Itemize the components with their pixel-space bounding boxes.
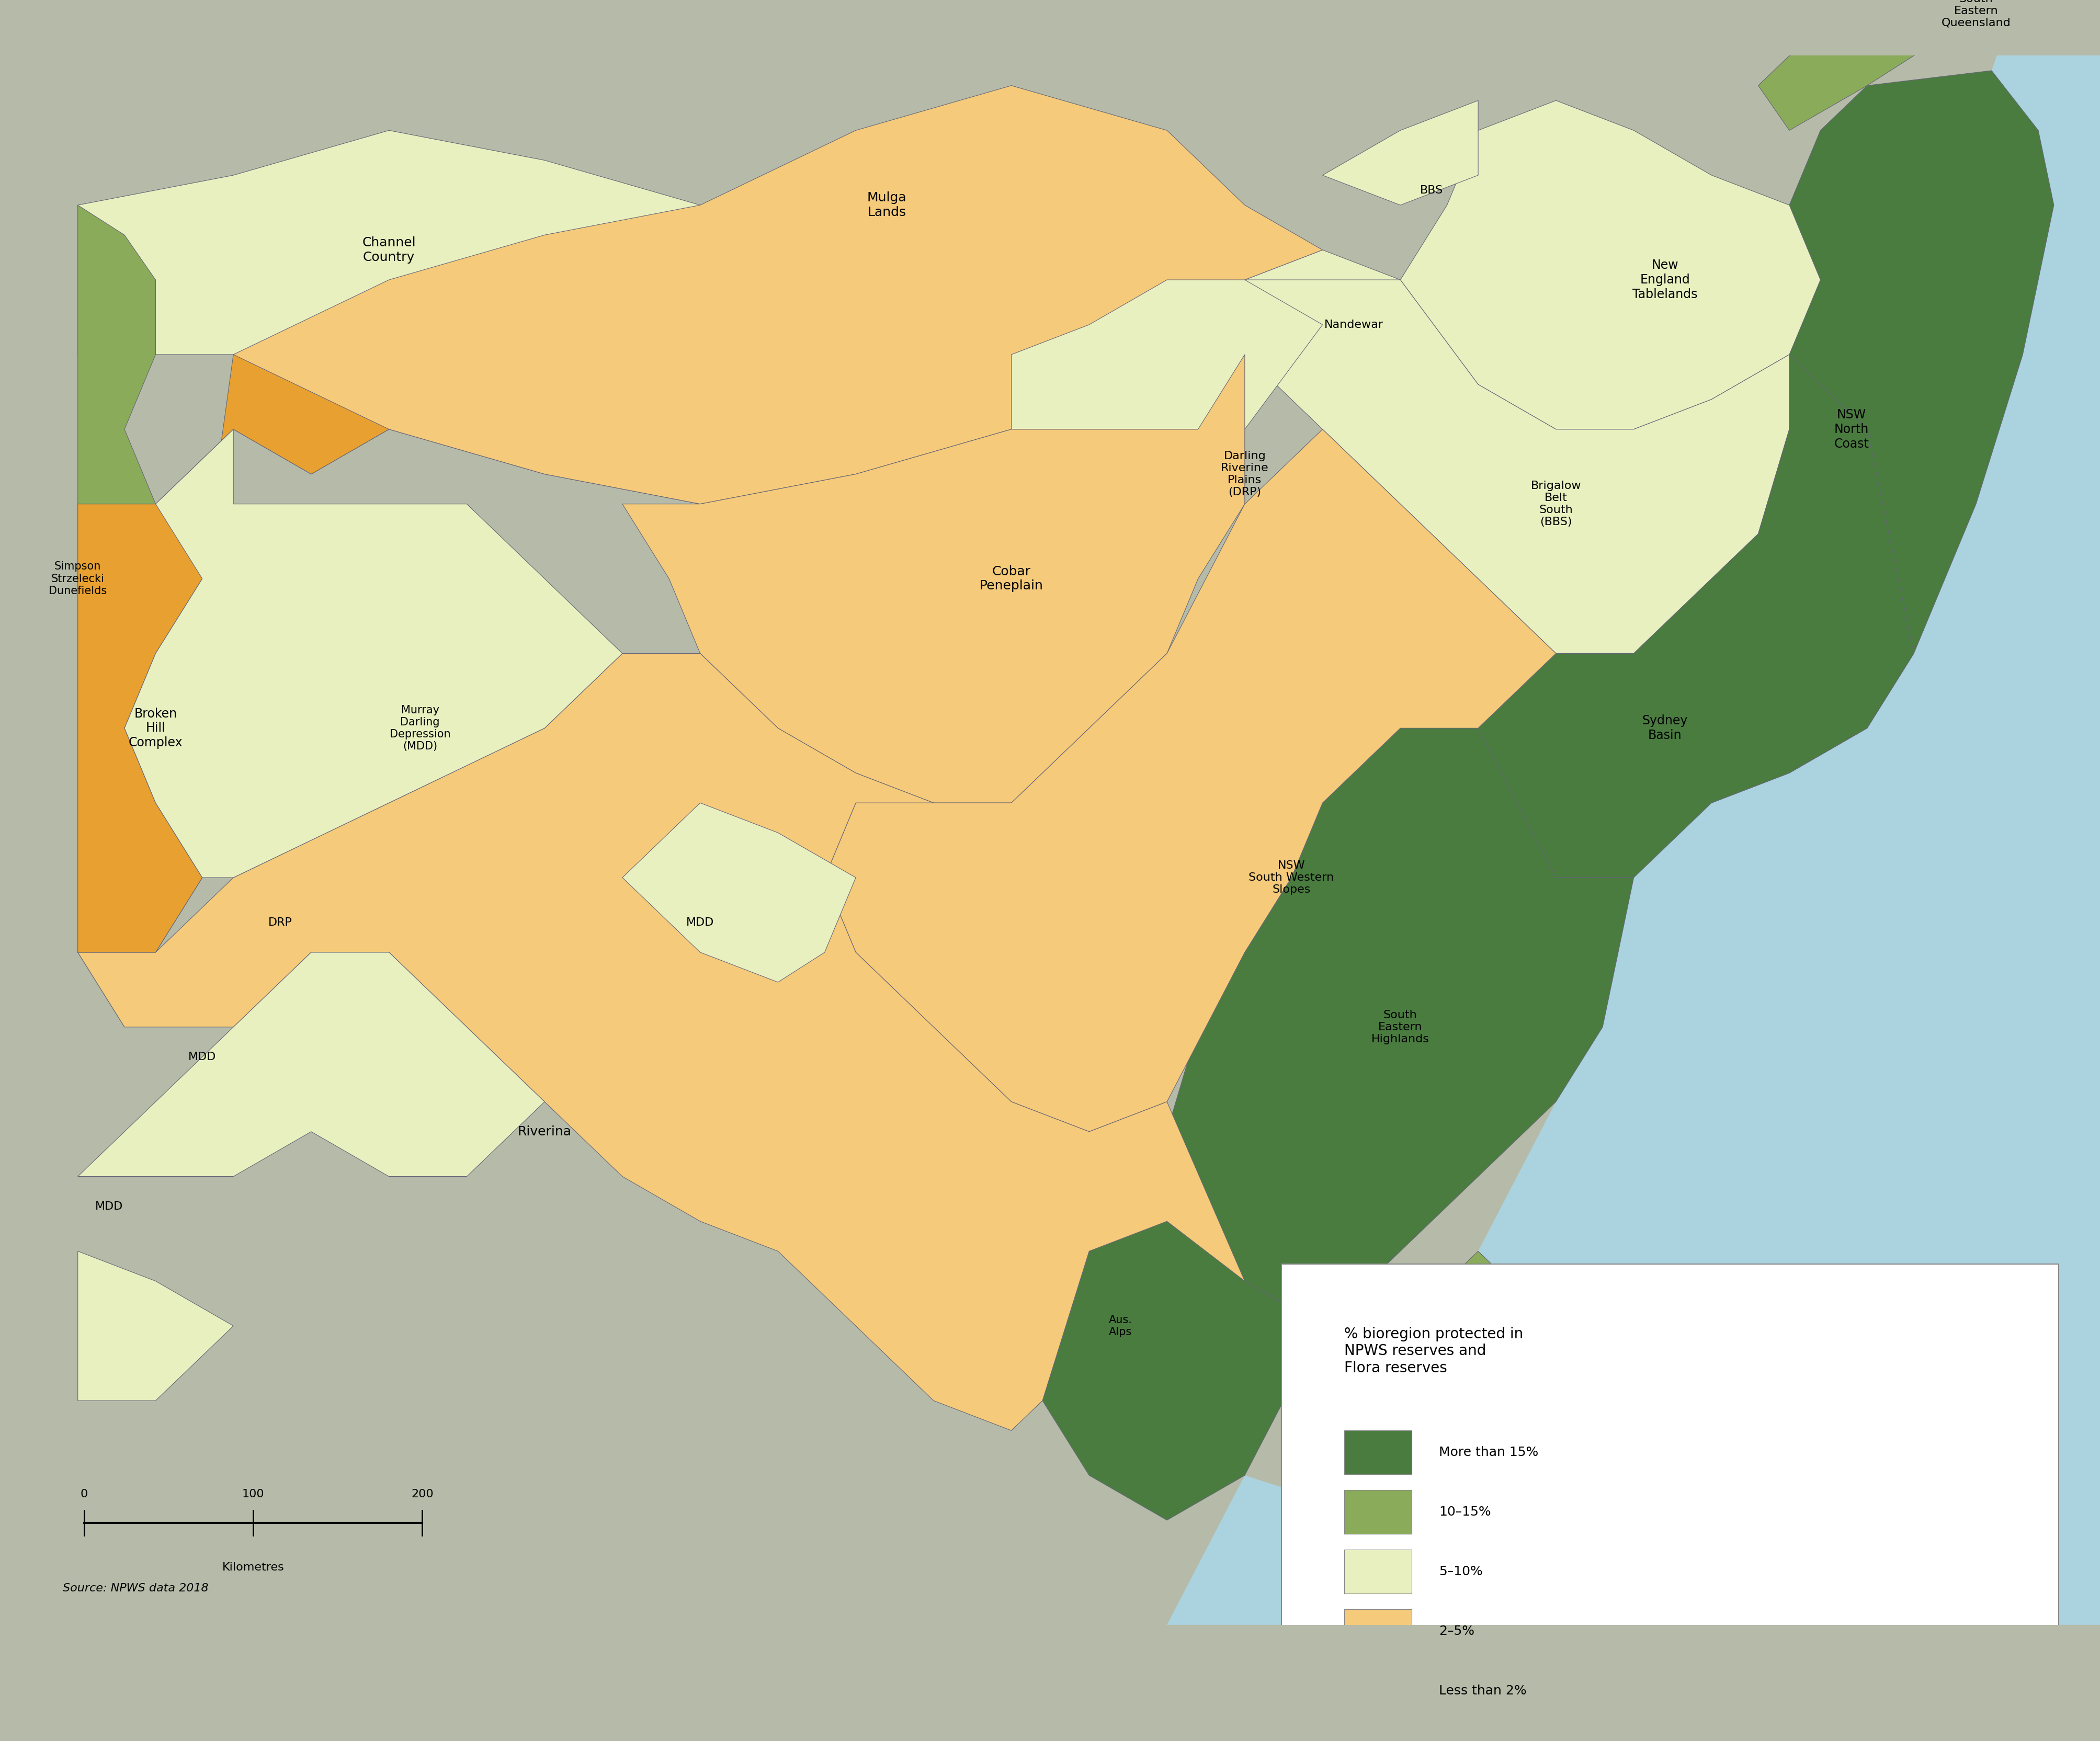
Text: Source: NPWS data 2018: Source: NPWS data 2018 [63, 1583, 208, 1593]
Text: Brigalow
Belt
South
(BBS): Brigalow Belt South (BBS) [1531, 481, 1581, 528]
Text: More than 15%: More than 15% [1438, 1447, 1537, 1459]
Text: Simpson
Strzelecki
Dunefields: Simpson Strzelecki Dunefields [48, 561, 107, 595]
Text: Murray
Darling
Depression
(MDD): Murray Darling Depression (MDD) [388, 705, 451, 752]
Polygon shape [622, 803, 855, 982]
Text: Nandewar: Nandewar [1323, 319, 1384, 329]
Polygon shape [1010, 280, 1323, 430]
Text: NSW
North
Coast: NSW North Coast [1833, 409, 1869, 451]
Polygon shape [1168, 0, 2100, 1624]
Text: DRP: DRP [269, 918, 292, 928]
Text: 2–5%: 2–5% [1438, 1624, 1474, 1637]
Polygon shape [1197, 251, 1478, 430]
Text: Cobar
Peneplain: Cobar Peneplain [979, 566, 1044, 592]
Text: 0: 0 [80, 1489, 88, 1499]
FancyBboxPatch shape [1344, 1668, 1411, 1713]
Text: NSW
South Western
Slopes: NSW South Western Slopes [1247, 860, 1334, 895]
FancyBboxPatch shape [1344, 1490, 1411, 1534]
Text: 100: 100 [242, 1489, 265, 1499]
Text: Channel
Country: Channel Country [361, 237, 416, 263]
Text: BBS: BBS [1420, 185, 1443, 195]
Polygon shape [1758, 0, 2037, 131]
Text: Riverina: Riverina [517, 1125, 571, 1139]
Text: MDD: MDD [687, 918, 714, 928]
Text: Sydney
Basin: Sydney Basin [1642, 714, 1686, 742]
Polygon shape [825, 430, 1556, 1132]
Polygon shape [1323, 101, 1478, 205]
Polygon shape [1401, 101, 1821, 430]
Text: MDD: MDD [189, 1052, 216, 1062]
FancyBboxPatch shape [1344, 1429, 1411, 1475]
Text: Darling
Riverine
Plains
(DRP): Darling Riverine Plains (DRP) [1220, 451, 1268, 498]
Polygon shape [1447, 355, 1913, 877]
Text: Aus.
Alps: Aus. Alps [1109, 1314, 1132, 1337]
FancyBboxPatch shape [1344, 1609, 1411, 1652]
Polygon shape [1168, 728, 1634, 1327]
Polygon shape [78, 1252, 233, 1402]
FancyBboxPatch shape [1344, 1549, 1411, 1593]
Polygon shape [78, 205, 202, 1027]
Polygon shape [78, 355, 389, 952]
Text: MDD: MDD [94, 1201, 122, 1212]
Text: South
Eastern
Queensland: South Eastern Queensland [1940, 0, 2010, 28]
Polygon shape [78, 131, 1090, 503]
Polygon shape [78, 952, 544, 1177]
Text: 200: 200 [412, 1489, 433, 1499]
Polygon shape [1042, 1132, 1323, 1520]
Polygon shape [1245, 280, 1789, 653]
Polygon shape [124, 430, 622, 877]
Text: New
England
Tablelands: New England Tablelands [1632, 259, 1697, 301]
Text: 10–15%: 10–15% [1438, 1506, 1491, 1518]
Text: % bioregion protected in
NPWS reserves and
Flora reserves: % bioregion protected in NPWS reserves a… [1344, 1327, 1522, 1375]
Polygon shape [1292, 1252, 1602, 1595]
FancyBboxPatch shape [1281, 1264, 2058, 1741]
Polygon shape [78, 653, 1245, 1431]
Text: Kilometres: Kilometres [223, 1562, 284, 1572]
Text: Less than 2%: Less than 2% [1438, 1685, 1527, 1697]
Polygon shape [1602, 71, 2054, 803]
Text: Broken
Hill
Complex: Broken Hill Complex [128, 707, 183, 749]
Polygon shape [233, 85, 1323, 503]
Text: South
East
Corner: South East Corner [1428, 1384, 1466, 1417]
Text: Mulga
Lands: Mulga Lands [867, 192, 907, 219]
Text: South
Eastern
Highlands: South Eastern Highlands [1371, 1010, 1428, 1045]
Polygon shape [622, 355, 1245, 803]
Text: 5–10%: 5–10% [1438, 1565, 1483, 1577]
